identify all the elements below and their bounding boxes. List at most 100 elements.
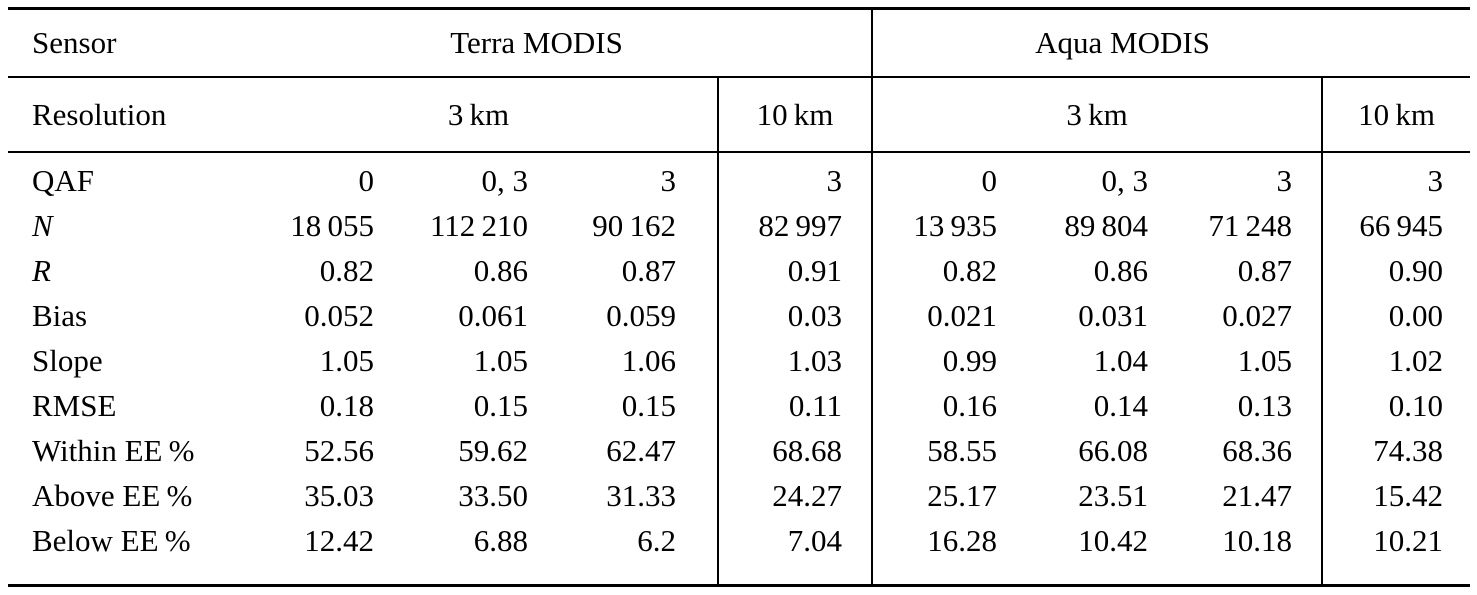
- table-row-bias: Bias 0.052 0.061 0.059 0.03 0.021 0.031 …: [8, 293, 1471, 338]
- value-cell: 0.87: [621, 253, 676, 288]
- value-cell: 3: [1321, 152, 1471, 203]
- value-cell: 23.51: [1078, 478, 1149, 513]
- value-cell: 0: [871, 152, 1014, 203]
- value-cell: 25.17: [871, 473, 1014, 518]
- value-cell: 0.059: [606, 298, 676, 333]
- value-cell: 3: [716, 152, 873, 203]
- value-cell: 13 935: [871, 203, 1014, 248]
- value-cell: 0.03: [716, 293, 873, 338]
- value-cell: 68.36: [1222, 433, 1293, 468]
- value-cell: 58.55: [871, 428, 1014, 473]
- value-cell: 1.05: [1237, 343, 1293, 378]
- value-cell: 59.62: [458, 433, 528, 468]
- value-cell: 0.91: [716, 248, 873, 293]
- aqua-modis-header: Aqua MODIS: [871, 8, 1471, 78]
- value-cell: 0.14: [1093, 388, 1149, 423]
- value-cell: 74.38: [1321, 428, 1471, 473]
- value-cell: 10.42: [1078, 523, 1149, 558]
- value-cell: 0.86: [473, 253, 528, 288]
- table-row-within-ee: Within EE % 52.56 59.62 62.47 68.68 58.5…: [8, 428, 1471, 473]
- aqua-3km-header: 3 km: [871, 77, 1323, 153]
- terra-3km-header: 3 km: [240, 77, 718, 153]
- value-cell: 0.15: [621, 388, 676, 423]
- value-cell: 68.68: [716, 428, 873, 473]
- row-label: Slope: [32, 343, 103, 378]
- terra-modis-header: Terra MODIS: [240, 8, 873, 78]
- value-cell: 16.28: [871, 518, 1014, 586]
- value-cell: 0.90: [1321, 248, 1471, 293]
- row-label: R: [32, 253, 51, 288]
- value-cell: 0.18: [319, 388, 374, 423]
- table-row-slope: Slope 1.05 1.05 1.06 1.03 0.99 1.04 1.05…: [8, 338, 1471, 383]
- table-row-rmse: RMSE 0.18 0.15 0.15 0.11 0.16 0.14 0.13 …: [8, 383, 1471, 428]
- value-cell: 0.16: [871, 383, 1014, 428]
- value-cell: 0.027: [1222, 298, 1293, 333]
- value-cell: 0.99: [871, 338, 1014, 383]
- row-label: Above EE %: [32, 478, 193, 513]
- resolution-header-label: Resolution: [8, 77, 240, 153]
- row-label: N: [32, 208, 53, 243]
- value-cell: 31.33: [606, 478, 676, 513]
- table-row-above-ee: Above EE % 35.03 33.50 31.33 24.27 25.17…: [8, 473, 1471, 518]
- value-cell: 1.05: [473, 343, 528, 378]
- table-row-n: N 18 055 112 210 90 162 82 997 13 935 89…: [8, 203, 1471, 248]
- value-cell: 82 997: [716, 203, 873, 248]
- value-cell: 71 248: [1208, 208, 1293, 243]
- value-cell: 0.82: [319, 253, 374, 288]
- value-cell: 1.05: [319, 343, 374, 378]
- value-cell: 1.04: [1093, 343, 1149, 378]
- modis-validation-stats-table: Sensor Terra MODIS Aqua MODIS Resolution…: [8, 7, 1471, 587]
- value-cell: 10.18: [1222, 523, 1293, 558]
- value-cell: 66 945: [1321, 203, 1471, 248]
- value-cell: 66.08: [1078, 433, 1149, 468]
- value-cell: 0.15: [473, 388, 528, 423]
- value-cell: 3: [1276, 163, 1293, 198]
- value-cell: 10.21: [1321, 518, 1471, 586]
- value-cell: 0, 3: [481, 163, 529, 198]
- value-cell: 0.86: [1093, 253, 1149, 288]
- value-cell: 35.03: [304, 478, 374, 513]
- value-cell: 0.13: [1237, 388, 1293, 423]
- value-cell: 0.031: [1078, 298, 1149, 333]
- table-row-qaf: QAF 0 0, 3 3 3 0 0, 3 3 3: [8, 152, 1471, 203]
- row-label: RMSE: [32, 388, 117, 423]
- value-cell: 12.42: [304, 523, 374, 558]
- value-cell: 0.00: [1321, 293, 1471, 338]
- value-cell: 52.56: [304, 433, 374, 468]
- value-cell: 6.2: [637, 523, 676, 558]
- value-cell: 89 804: [1064, 208, 1149, 243]
- value-cell: 0.021: [871, 293, 1014, 338]
- value-cell: 1.06: [621, 343, 676, 378]
- row-label: Bias: [32, 298, 88, 333]
- value-cell: 0.82: [871, 248, 1014, 293]
- table-row-below-ee: Below EE % 12.42 6.88 6.2 7.04 16.28 10.…: [8, 518, 1471, 586]
- resolution-header-row: Resolution 3 km 10 km 3 km 10 km: [8, 77, 1471, 153]
- value-cell: 15.42: [1321, 473, 1471, 518]
- sensor-header-label: Sensor: [8, 8, 240, 78]
- row-label: Below EE %: [32, 523, 191, 558]
- value-cell: 1.03: [716, 338, 873, 383]
- value-cell: 3: [660, 163, 677, 198]
- value-cell: 0, 3: [1101, 163, 1149, 198]
- value-cell: 1.02: [1321, 338, 1471, 383]
- value-cell: 7.04: [716, 518, 873, 586]
- value-cell: 18 055: [290, 208, 374, 243]
- value-cell: 0.10: [1321, 383, 1471, 428]
- value-cell: 0.061: [458, 298, 528, 333]
- row-label: Within EE %: [32, 433, 195, 468]
- value-cell: 33.50: [458, 478, 528, 513]
- table-row-r: R 0.82 0.86 0.87 0.91 0.82 0.86 0.87 0.9…: [8, 248, 1471, 293]
- value-cell: 0.052: [304, 298, 374, 333]
- value-cell: 6.88: [473, 523, 528, 558]
- sensor-header-row: Sensor Terra MODIS Aqua MODIS: [8, 8, 1471, 78]
- terra-10km-header: 10 km: [716, 77, 873, 153]
- value-cell: 0: [358, 163, 375, 198]
- value-cell: 21.47: [1222, 478, 1293, 513]
- value-cell: 90 162: [592, 208, 676, 243]
- value-cell: 24.27: [716, 473, 873, 518]
- value-cell: 62.47: [606, 433, 676, 468]
- row-label: QAF: [32, 163, 95, 198]
- value-cell: 0.11: [716, 383, 873, 428]
- value-cell: 0.87: [1237, 253, 1293, 288]
